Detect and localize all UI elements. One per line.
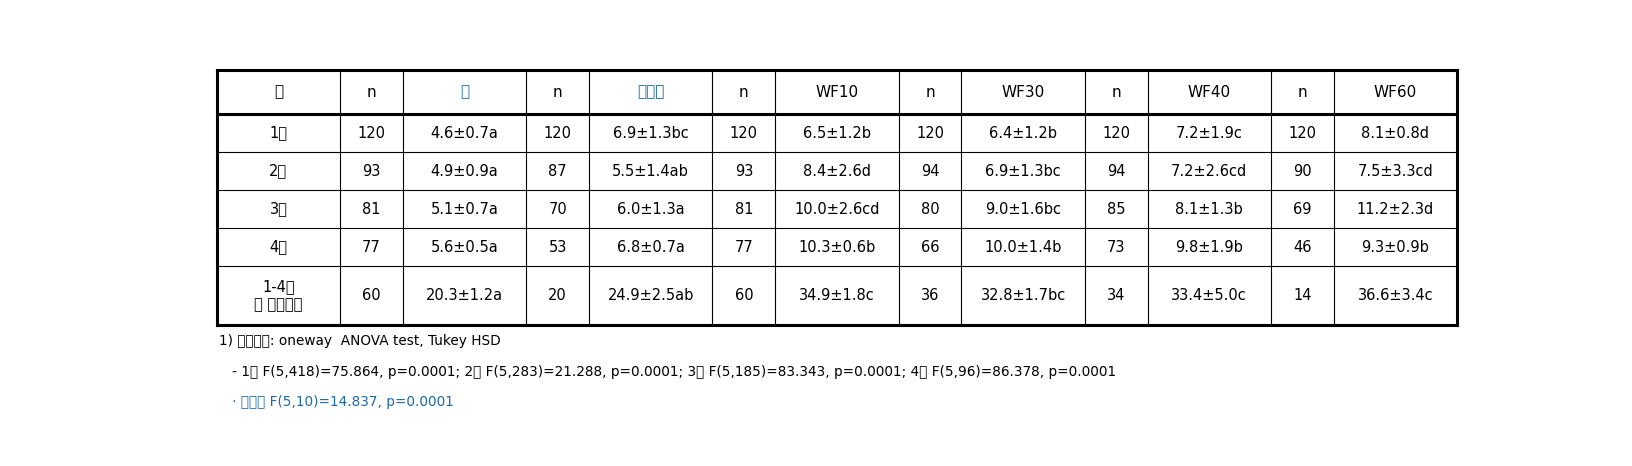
Text: 1-4령
종 약충기간: 1-4령 종 약충기간 xyxy=(255,279,302,312)
Text: 80: 80 xyxy=(920,202,938,217)
Text: 120: 120 xyxy=(730,125,757,141)
Text: 10.0±1.4b: 10.0±1.4b xyxy=(984,240,1061,254)
Text: 60: 60 xyxy=(734,288,752,303)
Text: 10.0±2.6cd: 10.0±2.6cd xyxy=(793,202,880,217)
Text: 93: 93 xyxy=(362,164,380,178)
Text: 4.6±0.7a: 4.6±0.7a xyxy=(431,125,498,141)
Text: 33.4±5.0c: 33.4±5.0c xyxy=(1170,288,1247,303)
Text: 8.1±0.8d: 8.1±0.8d xyxy=(1361,125,1428,141)
Text: - 1령 F(5,418)=75.864, p=0.0001; 2령 F(5,283)=21.288, p=0.0001; 3령 F(5,185)=83.343: - 1령 F(5,418)=75.864, p=0.0001; 2령 F(5,2… xyxy=(219,364,1116,378)
Text: 6.5±1.2b: 6.5±1.2b xyxy=(803,125,870,141)
Text: n: n xyxy=(1297,85,1306,100)
Text: 령: 령 xyxy=(274,85,282,100)
Text: 6.9±1.3bc: 6.9±1.3bc xyxy=(984,164,1061,178)
Text: 2령: 2령 xyxy=(269,164,287,178)
Text: 7.5±3.3cd: 7.5±3.3cd xyxy=(1356,164,1433,178)
Text: 73: 73 xyxy=(1106,240,1124,254)
Text: WF10: WF10 xyxy=(814,85,858,100)
Text: 8.1±1.3b: 8.1±1.3b xyxy=(1175,202,1242,217)
Text: 8.4±2.6d: 8.4±2.6d xyxy=(803,164,870,178)
Text: 5.6±0.5a: 5.6±0.5a xyxy=(431,240,498,254)
Text: · 종기간 F(5,10)=14.837, p=0.0001: · 종기간 F(5,10)=14.837, p=0.0001 xyxy=(219,395,454,409)
Text: 14: 14 xyxy=(1293,288,1310,303)
Text: 66: 66 xyxy=(920,240,938,254)
Text: 81: 81 xyxy=(362,202,380,217)
Text: 77: 77 xyxy=(734,240,752,254)
Text: 34: 34 xyxy=(1106,288,1124,303)
Text: 4령: 4령 xyxy=(269,240,287,254)
Text: 53: 53 xyxy=(548,240,566,254)
Text: 34.9±1.8c: 34.9±1.8c xyxy=(798,288,875,303)
Text: 120: 120 xyxy=(1102,125,1129,141)
Text: WF60: WF60 xyxy=(1373,85,1417,100)
Text: WF40: WF40 xyxy=(1186,85,1231,100)
Text: 94: 94 xyxy=(920,164,938,178)
Text: 90: 90 xyxy=(1293,164,1310,178)
Text: 7.2±2.6cd: 7.2±2.6cd xyxy=(1170,164,1247,178)
Text: 6.4±1.2b: 6.4±1.2b xyxy=(989,125,1056,141)
Text: 85: 85 xyxy=(1106,202,1124,217)
Text: 6.8±0.7a: 6.8±0.7a xyxy=(617,240,684,254)
Text: 옥수수: 옥수수 xyxy=(636,85,664,100)
Text: 10.3±0.6b: 10.3±0.6b xyxy=(798,240,875,254)
Text: 93: 93 xyxy=(734,164,752,178)
Text: n: n xyxy=(925,85,934,100)
Text: 81: 81 xyxy=(734,202,752,217)
Text: 9.0±1.6bc: 9.0±1.6bc xyxy=(984,202,1061,217)
Text: 32.8±1.7bc: 32.8±1.7bc xyxy=(979,288,1066,303)
Text: 70: 70 xyxy=(548,202,566,217)
Text: 46: 46 xyxy=(1293,240,1310,254)
Text: 120: 120 xyxy=(1288,125,1315,141)
Text: 24.9±2.5ab: 24.9±2.5ab xyxy=(607,288,694,303)
Text: 69: 69 xyxy=(1293,202,1310,217)
Text: 20: 20 xyxy=(548,288,566,303)
Text: 36.6±3.4c: 36.6±3.4c xyxy=(1356,288,1433,303)
Text: 1령: 1령 xyxy=(269,125,287,141)
Text: n: n xyxy=(739,85,747,100)
Text: 5.1±0.7a: 5.1±0.7a xyxy=(431,202,498,217)
Text: n: n xyxy=(1111,85,1120,100)
Text: 87: 87 xyxy=(548,164,566,178)
Text: 6.0±1.3a: 6.0±1.3a xyxy=(617,202,684,217)
Text: 7.2±1.9c: 7.2±1.9c xyxy=(1175,125,1242,141)
Text: 20.3±1.2a: 20.3±1.2a xyxy=(426,288,503,303)
Text: 94: 94 xyxy=(1106,164,1124,178)
Text: 9.3±0.9b: 9.3±0.9b xyxy=(1361,240,1428,254)
Text: 11.2±2.3d: 11.2±2.3d xyxy=(1356,202,1433,217)
Text: 60: 60 xyxy=(362,288,380,303)
Text: 9.8±1.9b: 9.8±1.9b xyxy=(1175,240,1242,254)
Text: 6.9±1.3bc: 6.9±1.3bc xyxy=(612,125,689,141)
Text: 밀: 밀 xyxy=(460,85,468,100)
Text: 1) 통계분석: oneway  ANOVA test, Tukey HSD: 1) 통계분석: oneway ANOVA test, Tukey HSD xyxy=(219,334,501,348)
Text: 120: 120 xyxy=(916,125,943,141)
Text: 36: 36 xyxy=(920,288,938,303)
Text: 120: 120 xyxy=(543,125,571,141)
Text: 120: 120 xyxy=(357,125,385,141)
Text: 3령: 3령 xyxy=(269,202,287,217)
Text: 77: 77 xyxy=(362,240,380,254)
Text: 4.9±0.9a: 4.9±0.9a xyxy=(431,164,498,178)
Text: WF30: WF30 xyxy=(1000,85,1044,100)
Text: 5.5±1.4ab: 5.5±1.4ab xyxy=(612,164,689,178)
Text: n: n xyxy=(367,85,375,100)
Text: n: n xyxy=(553,85,561,100)
